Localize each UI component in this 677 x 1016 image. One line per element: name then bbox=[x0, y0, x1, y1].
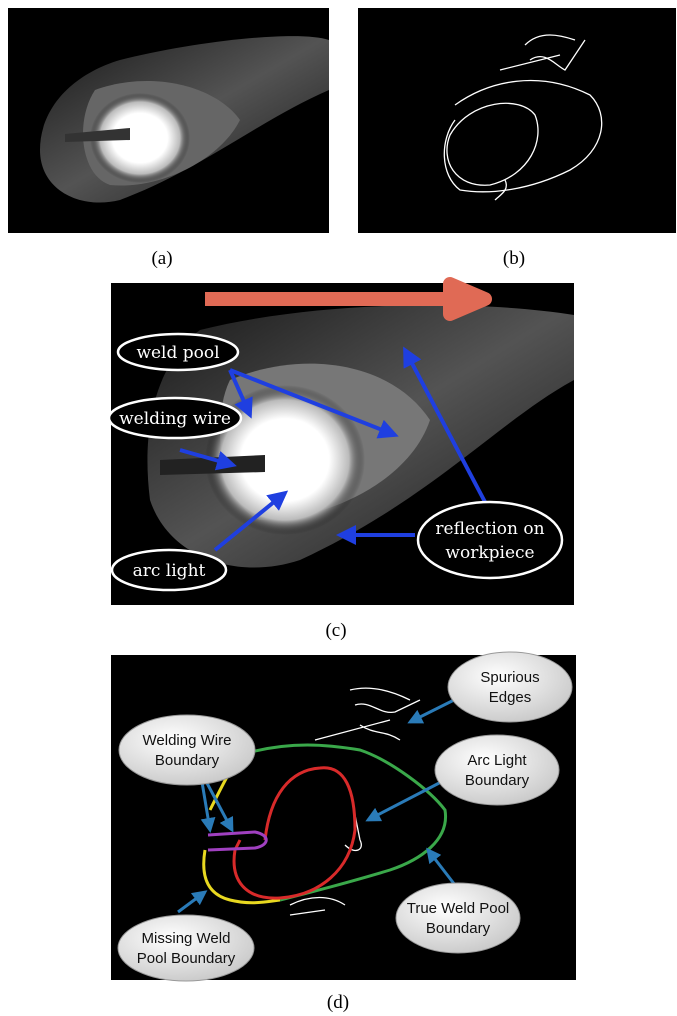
label: Boundary bbox=[465, 772, 530, 789]
caption: (a) bbox=[151, 248, 172, 269]
label: reflection on bbox=[435, 519, 544, 539]
label: Edges bbox=[489, 689, 532, 706]
panel-c: weld pool welding wire arc light reflect… bbox=[107, 277, 574, 641]
label: Boundary bbox=[155, 752, 220, 769]
label: Welding Wire bbox=[143, 732, 232, 749]
label: True Weld Pool bbox=[407, 900, 510, 917]
label: welding wire bbox=[119, 409, 231, 429]
panel-d: Spurious Edges Welding Wire Boundary Arc… bbox=[111, 651, 576, 1013]
label: Missing Weld bbox=[142, 930, 231, 947]
panel-b: (b) bbox=[358, 8, 676, 269]
label: Arc Light bbox=[467, 752, 527, 769]
label: Spurious bbox=[480, 669, 539, 686]
label: Boundary bbox=[426, 920, 491, 937]
caption: (c) bbox=[325, 620, 346, 641]
caption: (b) bbox=[503, 248, 525, 269]
label: workpiece bbox=[445, 543, 534, 563]
label: Pool Boundary bbox=[137, 950, 236, 967]
caption: (d) bbox=[327, 992, 349, 1013]
panel-a: (a) bbox=[8, 8, 329, 269]
label: weld pool bbox=[136, 343, 219, 363]
label: arc light bbox=[133, 561, 206, 581]
